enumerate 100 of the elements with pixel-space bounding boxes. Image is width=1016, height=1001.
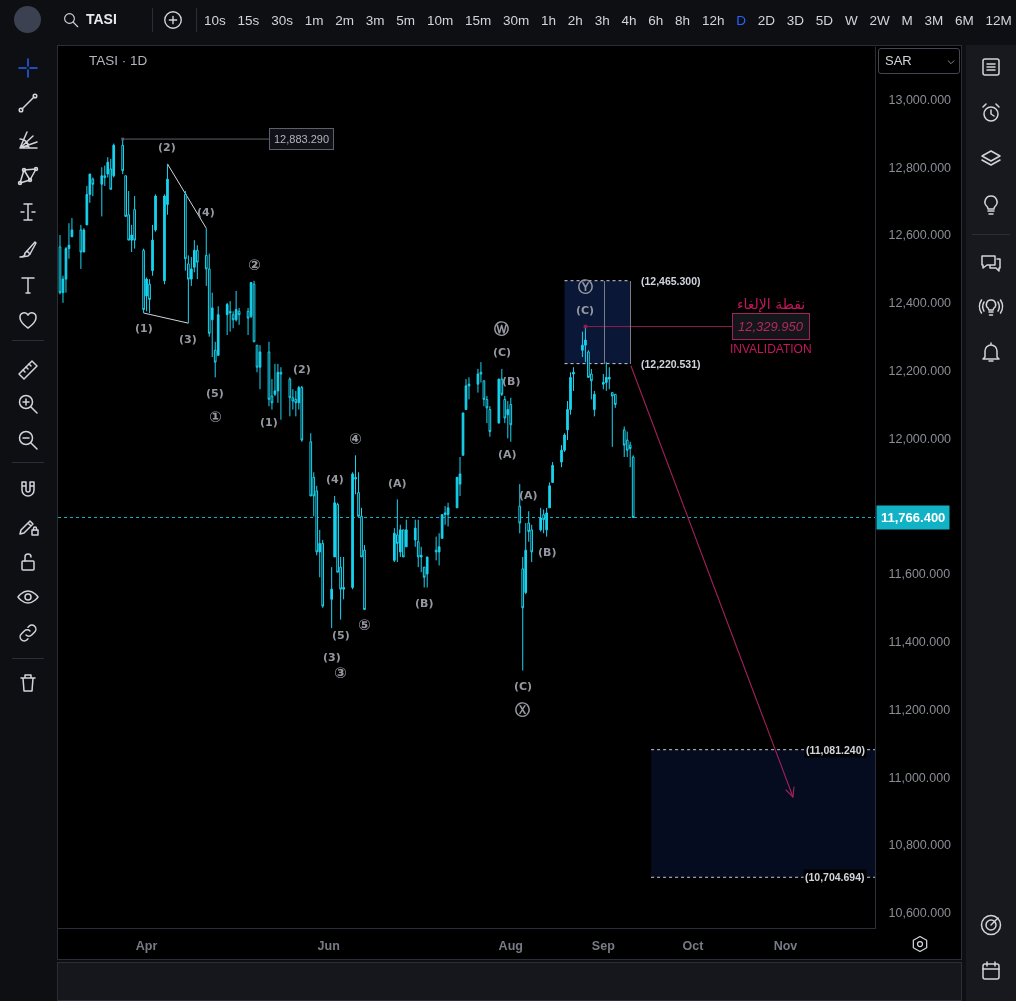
annotation: (C) [493,346,512,359]
y-tick-label: 11,000.000 [888,770,951,785]
text: SAR [878,48,960,74]
annotation: (A) [519,489,538,502]
annotation: (C) [514,680,533,693]
text: 15s [237,12,260,28]
text: 2W [869,12,890,28]
text: 1h [541,12,557,28]
text: M [901,12,913,28]
annotation: INVALIDATION [730,342,812,356]
annotation: 12,883.290 [274,133,330,145]
candlestick [542,509,545,534]
y-tick-label: 10,800.000 [888,838,952,853]
candlestick [142,248,145,314]
candlestick [446,502,450,527]
text: W [844,12,858,28]
candlestick [252,280,256,343]
candlestick [288,376,292,417]
y-tick-label: 12,000.000 [888,431,952,446]
annotation: (4) [326,473,344,486]
candlestick [506,400,510,439]
candlestick [622,426,626,458]
candlestick [258,344,262,390]
annotation: ⑤ [358,616,371,634]
text: 1m [304,12,324,28]
candlestick [539,507,542,533]
candlestick [225,302,229,336]
annotation: (11,081.240) [806,744,865,756]
chart-title: TASI · 1D [89,52,148,68]
annotation: (4) [197,206,215,219]
candlestick [100,166,104,217]
text: 10s [204,12,226,28]
candlestick [518,483,522,534]
y-tick-label: 12,400.000 [888,296,952,311]
annotation: ④ [349,430,362,448]
text: 10m [426,12,454,28]
annotation: (2) [158,141,176,154]
text: 2m [335,12,354,28]
text: 3m [365,12,385,28]
annotation: Ⓧ [515,701,530,719]
y-tick-label: 11,600.000 [888,567,951,582]
text: 5D [815,12,834,28]
annotation: (5) [332,629,350,642]
y-tick-label: 11,200.000 [888,702,951,717]
annotation: (5) [206,387,224,400]
annotation: (B) [538,546,557,559]
candlestick [416,519,420,568]
text: 2h [567,12,583,28]
text: 3D [786,12,805,28]
text: TASI [86,11,117,27]
y-tick-label: 13,000.000 [888,92,952,107]
candlestick [267,341,271,407]
annotation: ① [209,408,222,426]
annotation: (A) [498,448,517,461]
x-tick-label: Oct [682,939,705,953]
text: 6h [648,12,664,28]
text: 3M [924,12,944,28]
annotation: (3) [179,333,197,346]
x-tick-label: Jun [317,939,340,953]
annotation: (10,704.694) [805,871,865,883]
annotation: ② [248,256,261,274]
annotation: Ⓦ [494,320,509,338]
text: 12M [985,12,1012,28]
annotation: نقطة الإلغاء [737,296,806,313]
text: 30s [271,12,293,28]
text: 5m [396,12,416,28]
annotation: (12,465.300) [641,275,701,287]
annotation: (B) [415,597,434,610]
candlestick [581,331,584,358]
annotation: (B) [502,375,521,388]
text: 15m [464,12,492,28]
annotation: (A) [388,477,407,490]
annotation: (C) [576,304,595,317]
candlestick [425,556,429,588]
candlestick [279,366,283,421]
y-tick-label: 12,200.000 [888,363,952,378]
annotation: 12,329.950 [738,319,804,334]
annotation: (1) [260,416,278,429]
candlestick [545,507,548,538]
candlestick [148,278,151,314]
candlestick [434,536,438,561]
candlestick [228,300,232,333]
annotation: Ⓨ [578,278,593,296]
y-tick-label: 12,800.000 [888,160,952,175]
candlestick [300,385,304,443]
candlestick [461,412,465,456]
text: 4h [621,12,637,28]
candlestick [607,366,611,390]
candlestick [294,390,298,417]
text: D [736,12,746,28]
candlestick [79,224,83,270]
annotation: (1) [135,322,153,335]
x-tick-label: Sep [591,939,616,953]
y-tick-label: 11,400.000 [888,635,951,650]
candlestick [464,378,468,411]
candlestick [396,498,399,563]
candlestick [133,195,136,250]
candlestick [330,566,333,629]
annotation: (3) [323,651,341,664]
y-tick-label: 10,600.000 [888,906,952,921]
